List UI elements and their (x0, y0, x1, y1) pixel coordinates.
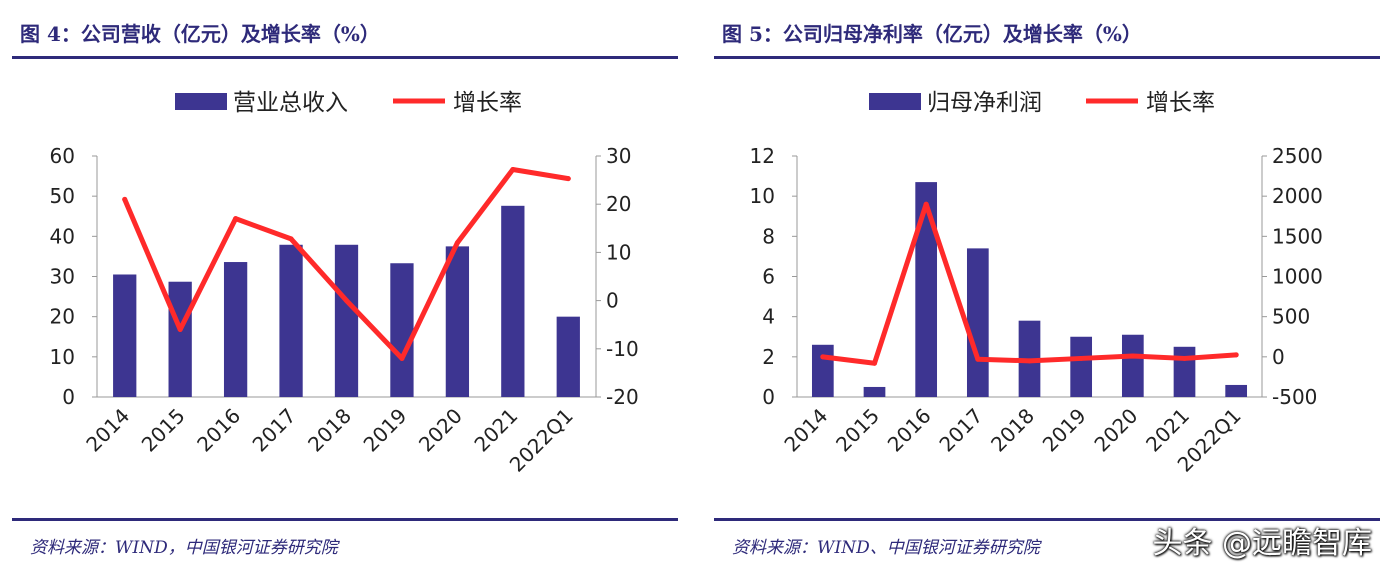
y-right-tick-label: 20 (606, 192, 631, 216)
legend-bar-label: 营业总收入 (233, 90, 348, 116)
growth-rate-point (399, 355, 405, 361)
bar (279, 244, 303, 397)
bar (390, 263, 414, 397)
growth-rate-point (510, 166, 516, 172)
bar (168, 281, 192, 397)
x-tick-label: 2019 (1038, 404, 1091, 457)
y-left-tick-label: 10 (50, 345, 75, 369)
bar (863, 386, 886, 397)
figure-title: 图 5：公司归母净利率（亿元）及增长率（%） (722, 22, 1142, 46)
bar (915, 182, 938, 397)
legend-bar-swatch (869, 93, 921, 110)
y-right-tick-label: -10 (606, 337, 639, 361)
bottom-rule (12, 518, 678, 521)
growth-rate-point (1078, 355, 1084, 361)
y-left-tick-label: 50 (50, 184, 75, 208)
growth-rate-point (288, 236, 294, 242)
watermark: 头条 @远瞻智库 (1152, 526, 1372, 561)
chart-panel-revenue: 图 4：公司营收（亿元）及增长率（%） 营业总收入 增长率 0 10 20 30 40 50 6… (0, 0, 690, 569)
legend-bar-swatch (175, 93, 227, 110)
x-tick-label: 2016 (883, 404, 936, 457)
x-tick-label: 2017 (248, 404, 301, 457)
legend-bar-label: 归母净利润 (927, 90, 1042, 116)
y-right-tick-label: 500 (1272, 305, 1310, 329)
top-rule (12, 56, 678, 59)
growth-rate-point (454, 240, 460, 246)
bar (1225, 384, 1248, 397)
x-tick-label: 2021 (469, 404, 522, 457)
y-left-tick-label: 60 (50, 144, 75, 168)
x-tick-label: 2015 (831, 404, 884, 457)
x-tick-label: 2015 (137, 404, 190, 457)
x-tick-label: 2017 (934, 404, 987, 457)
y-right-tick-label: 1500 (1272, 224, 1323, 248)
legend-line-label: 增长率 (453, 90, 522, 116)
top-rule (714, 56, 1380, 59)
net-profit-chart: 归母净利润 增长率 0 2 4 6 8 10 12 -500 0 500 1000 1500 2000 250… (750, 90, 1323, 477)
y-left-tick-label: 0 (62, 385, 75, 409)
legend-line-label: 增长率 (1146, 90, 1215, 116)
x-tick-label: 2018 (986, 404, 1039, 457)
growth-rate-point (1182, 355, 1187, 361)
x-tick-label: 2018 (303, 404, 356, 457)
growth-rate-point (975, 356, 981, 362)
growth-rate-point (565, 176, 571, 182)
growth-rate-point (1027, 358, 1032, 364)
growth-rate-point (233, 216, 239, 222)
bar (445, 246, 470, 397)
y-left-tick-label: 2 (762, 345, 775, 369)
y-right-tick-label: 0 (1272, 345, 1285, 369)
growth-rate-point (872, 360, 877, 366)
y-left-tick-label: 4 (762, 305, 775, 329)
growth-rate-point (177, 327, 183, 333)
x-tick-label: 2020 (1089, 404, 1142, 457)
y-right-tick-label: 30 (606, 144, 631, 168)
x-tick-label: 2014 (779, 404, 832, 457)
x-tick-label: 2016 (192, 404, 245, 457)
growth-rate-point (122, 196, 128, 202)
x-tick-label: 2019 (359, 404, 412, 457)
y-left-tick-label: 6 (762, 265, 775, 289)
bar (966, 248, 989, 397)
y-left-tick-label: 12 (750, 144, 775, 168)
bar (1173, 346, 1196, 397)
chart-panel-net-profit: 图 5：公司归母净利率（亿元）及增长率（%） 归母净利润 增长率 0 2 4 6 8 10 12… (702, 0, 1392, 569)
bar (334, 244, 359, 397)
source-note: 资料来源：WIND、中国银河证券研究院 (732, 538, 1040, 558)
y-right-tick-label: 2500 (1272, 144, 1323, 168)
y-left-tick-label: 20 (50, 305, 75, 329)
y-left-tick-label: 0 (762, 385, 775, 409)
x-tick-label: 2014 (81, 404, 134, 457)
y-right-tick-label: -20 (606, 385, 639, 409)
y-right-tick-label: 0 (606, 289, 619, 313)
y-right-tick-label: 10 (606, 240, 631, 264)
y-right-tick-label: 1000 (1272, 265, 1323, 289)
bar (1121, 334, 1144, 397)
growth-rate-point (344, 298, 349, 304)
bar (113, 274, 137, 397)
source-note: 资料来源：WIND，中国银河证券研究院 (30, 538, 338, 558)
bar (1070, 336, 1093, 397)
growth-rate-point (923, 201, 929, 207)
y-right-tick-label: -500 (1272, 385, 1317, 409)
bar (811, 344, 834, 397)
y-left-tick-label: 30 (50, 265, 75, 289)
figure-title: 图 4：公司营收（亿元）及增长率（%） (20, 22, 380, 46)
x-tick-label: 2020 (414, 404, 467, 457)
growth-rate-point (1130, 353, 1136, 359)
bar (556, 316, 580, 397)
bar (223, 262, 248, 397)
bottom-rule (714, 518, 1380, 521)
bar (501, 205, 525, 397)
growth-rate-point (820, 354, 826, 360)
y-left-tick-label: 10 (750, 184, 775, 208)
y-right-tick-label: 2000 (1272, 184, 1323, 208)
growth-rate-point (1233, 352, 1239, 358)
y-left-tick-label: 40 (50, 224, 75, 248)
y-left-tick-label: 8 (762, 224, 775, 248)
